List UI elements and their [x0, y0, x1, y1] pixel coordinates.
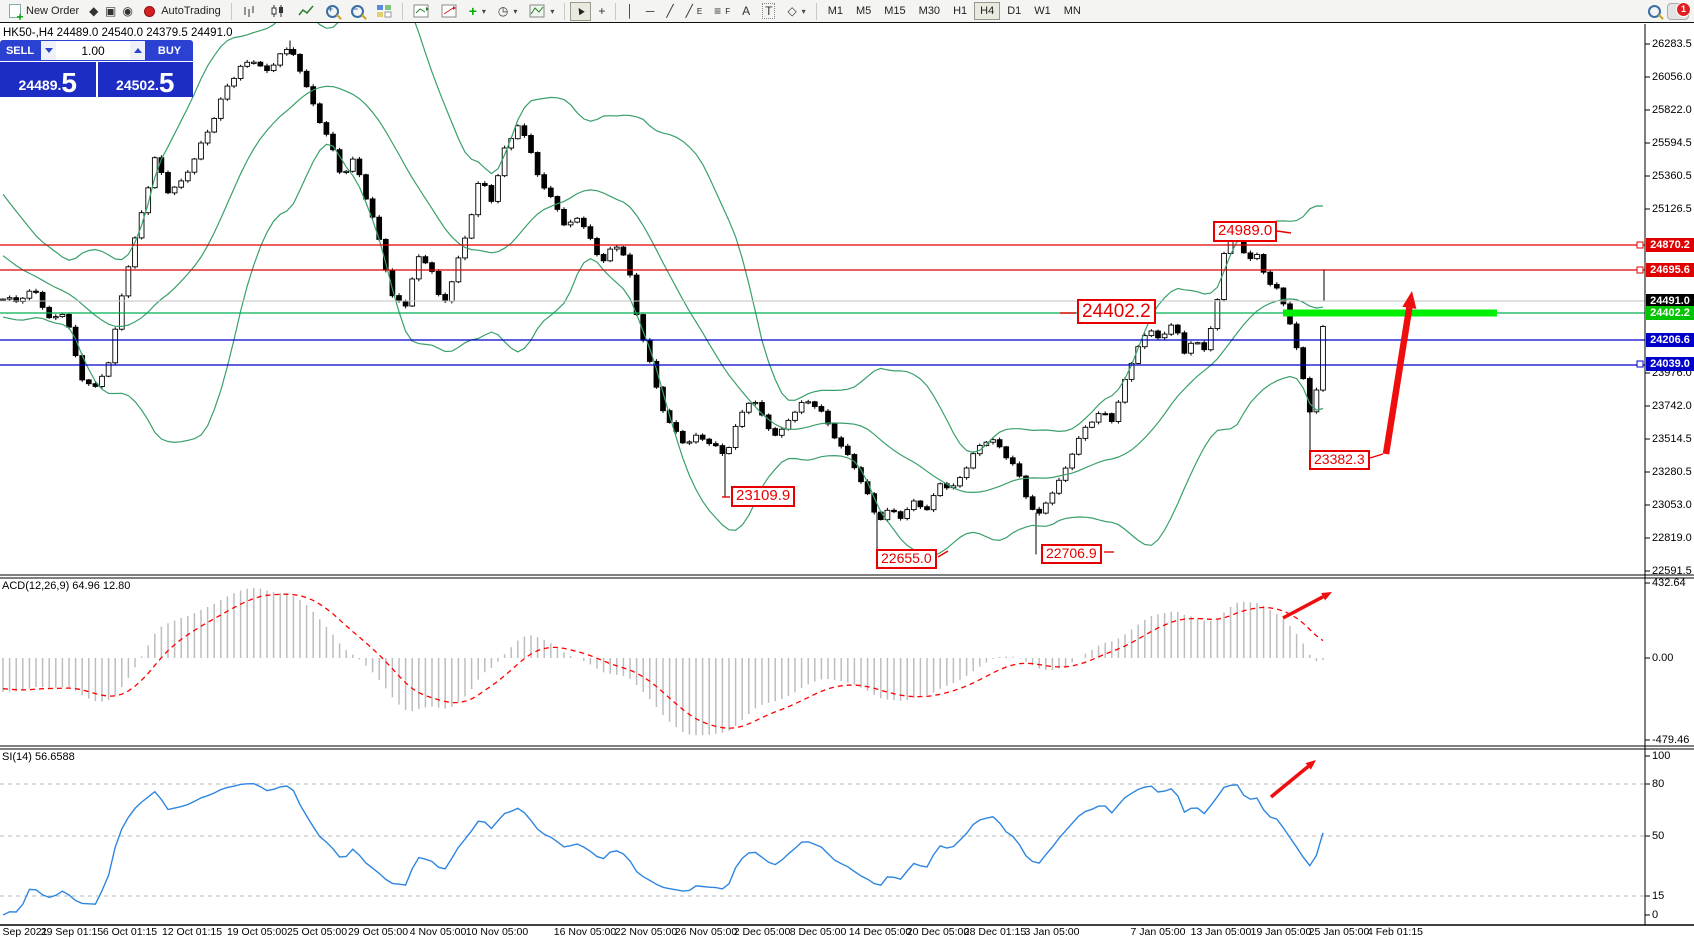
up-arrow-icon — [133, 48, 142, 53]
indicator-window-button[interactable] — [408, 2, 434, 21]
timeframe-m5[interactable]: M5 — [850, 2, 877, 20]
fibonacci-icon: ≡ — [714, 4, 722, 18]
ask-price-panel[interactable]: 24502. 5 — [97, 62, 193, 99]
clock-icon: ◷ — [497, 4, 509, 18]
volume-increase-button[interactable] — [130, 41, 145, 60]
timeframe-h1[interactable]: H1 — [947, 2, 973, 20]
candlestick-chart-button[interactable] — [265, 2, 291, 21]
channel-tool-button[interactable]: ╱ E — [681, 2, 708, 21]
new-order-label: New Order — [26, 5, 80, 17]
add-indicator-button[interactable]: + ▾ — [464, 2, 491, 21]
volume-box: 1.00 — [40, 40, 146, 61]
text-tool-icon: A — [742, 4, 751, 18]
template-icon — [529, 4, 545, 18]
autotrading-icon — [142, 4, 157, 19]
timeframe-m1[interactable]: M1 — [822, 2, 849, 20]
broadcast-icon[interactable]: ◉ — [122, 4, 133, 18]
diamond-icon[interactable]: ◆ — [89, 4, 99, 18]
vertical-line-tool-button[interactable]: │ — [621, 2, 639, 21]
zoom-in-button[interactable]: + — [321, 2, 344, 21]
bar-chart-icon — [244, 6, 254, 17]
crosshair-tool-button[interactable]: + — [593, 2, 610, 21]
text-label-tool-button[interactable]: T — [757, 2, 780, 21]
text-tool-button[interactable]: A — [737, 2, 755, 21]
ask-pip: 5 — [158, 67, 175, 99]
window-icon[interactable]: ▣ — [105, 4, 117, 18]
cursor-tool-button[interactable]: ▲ — [570, 1, 592, 21]
new-order-button[interactable]: New Order — [2, 2, 84, 22]
line-chart-button[interactable] — [293, 2, 319, 21]
timeframe-h4[interactable]: H4 — [974, 2, 1001, 20]
timeframe-w1[interactable]: W1 — [1028, 2, 1057, 20]
period-button[interactable]: ◷ ▾ — [493, 2, 523, 21]
bid-price-panel[interactable]: 24489. 5 — [0, 62, 96, 97]
tile-windows-button[interactable] — [371, 2, 397, 21]
timeframe-m30[interactable]: M30 — [913, 2, 946, 20]
autotrading-button[interactable]: AutoTrading — [137, 2, 226, 21]
timeframe-d1[interactable]: D1 — [1001, 2, 1027, 20]
down-arrow-icon — [44, 48, 53, 53]
one-click-trading-panel: SELL 1.00 BUY 24489. 5 24502. 5 — [0, 40, 193, 97]
ask-main: 24502. — [116, 77, 159, 93]
notifications-icon[interactable]: 1 — [1667, 1, 1691, 20]
indicator-window-icon — [413, 4, 429, 18]
autotrading-label: AutoTrading — [161, 5, 221, 17]
timeframe-mn[interactable]: MN — [1058, 2, 1087, 20]
template-button[interactable]: ▾ — [524, 2, 559, 21]
objects-list-icon — [441, 4, 457, 18]
bar-chart-button[interactable] — [237, 2, 263, 21]
cursor-icon: ▲ — [573, 3, 589, 19]
candlestick-chart-icon — [271, 5, 283, 17]
horizontal-line-tool-button[interactable]: ─ — [641, 2, 660, 21]
sell-button[interactable]: SELL — [0, 40, 40, 61]
trendline-tool-button[interactable]: ╱ — [661, 2, 678, 21]
notification-badge: 1 — [1676, 1, 1691, 17]
fibonacci-tool-button[interactable]: ≡ F — [709, 2, 735, 21]
timeframe-m15[interactable]: M15 — [878, 2, 911, 20]
vertical-line-icon: │ — [626, 4, 634, 18]
trendline-icon: ╱ — [666, 4, 674, 18]
volume-input[interactable]: 1.00 — [81, 43, 105, 58]
toolbar: New Order ◆ ▣ ◉ AutoTrading + − +▾ ◷▾ ▾ … — [0, 0, 1694, 23]
zoom-out-button[interactable]: − — [346, 2, 369, 21]
chart-title: HK50-,H4 24489.0 24540.0 24379.5 24491.0 — [3, 27, 233, 39]
volume-decrease-button[interactable] — [41, 41, 56, 60]
timeframe-row: M1 M5 M15 M30 H1 H4 D1 W1 MN — [822, 2, 1087, 20]
new-order-icon — [7, 4, 24, 22]
buy-button[interactable]: BUY — [146, 40, 193, 61]
objects-list-button[interactable] — [436, 2, 462, 21]
bid-pip: 5 — [61, 67, 77, 99]
search-icon[interactable] — [1648, 4, 1661, 18]
tile-windows-icon — [376, 5, 392, 18]
shapes-icon: ◇ — [787, 4, 797, 18]
bid-main: 24489. — [18, 77, 62, 93]
zoom-in-icon: + — [325, 4, 339, 18]
horizontal-line-icon: ─ — [645, 4, 655, 18]
add-indicator-icon: + — [468, 3, 477, 19]
line-chart-icon — [298, 5, 314, 16]
crosshair-icon: + — [598, 4, 606, 18]
zoom-out-icon: − — [350, 4, 364, 18]
channel-icon: ╱ — [685, 4, 693, 18]
shapes-tool-button[interactable]: ◇ ▾ — [782, 2, 810, 21]
text-label-icon: T — [762, 3, 776, 19]
